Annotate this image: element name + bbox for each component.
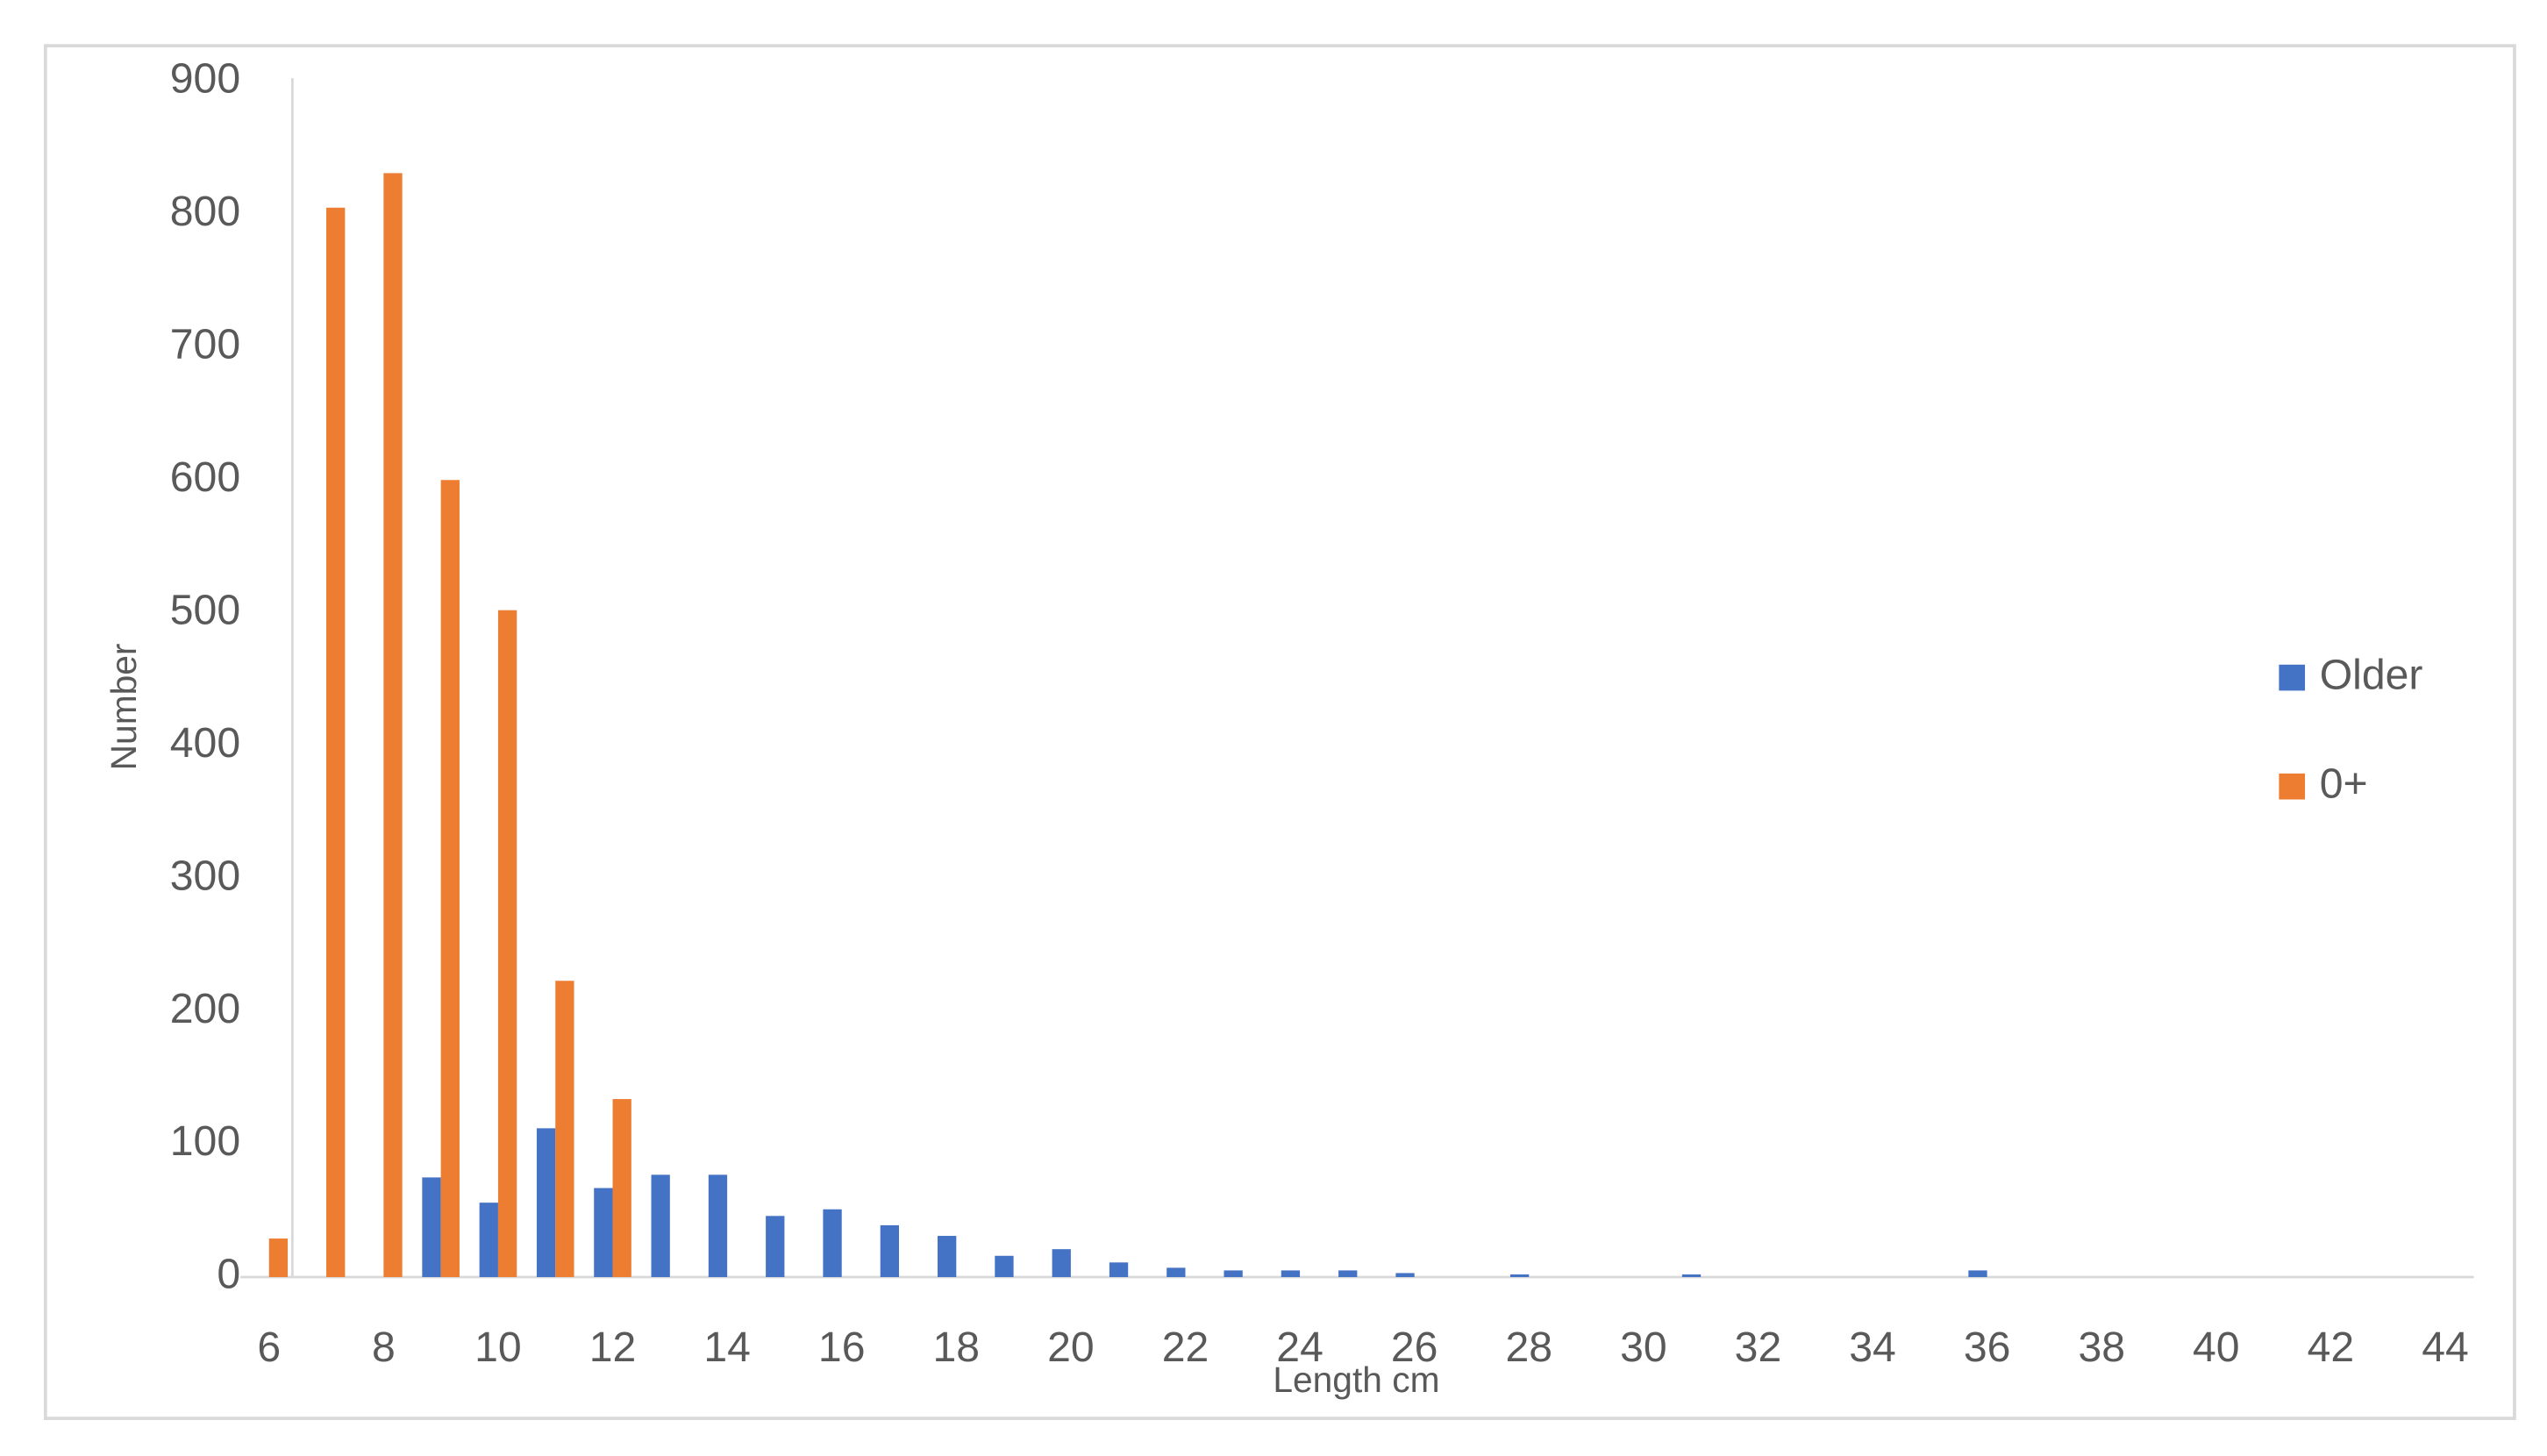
x-tick-label: 20	[1047, 1324, 1095, 1371]
bar	[497, 610, 517, 1277]
y-tick-label: 800	[170, 188, 240, 235]
bar	[651, 1174, 670, 1277]
y-tick-label: 900	[170, 55, 240, 103]
x-tick-label: 16	[818, 1324, 866, 1371]
bar	[555, 981, 574, 1277]
x-tick-label: 34	[1849, 1324, 1896, 1371]
y-tick-label: 0	[217, 1251, 240, 1298]
x-tick-label: 6	[257, 1324, 281, 1371]
legend-label: Older	[2320, 651, 2423, 698]
legend-label: 0+	[2320, 760, 2368, 807]
bar	[479, 1203, 498, 1277]
x-tick-label: 44	[2422, 1324, 2469, 1371]
bar	[1681, 1274, 1702, 1277]
y-tick-label: 200	[170, 985, 240, 1032]
bar	[536, 1128, 556, 1277]
chart-border	[44, 44, 2516, 1420]
bar	[422, 1177, 441, 1277]
bar	[1395, 1273, 1415, 1277]
bar	[383, 173, 403, 1277]
bar	[594, 1188, 613, 1277]
x-tick-label: 18	[933, 1324, 981, 1371]
x-tick-label: 26	[1391, 1324, 1438, 1371]
y-tick-label: 100	[170, 1117, 240, 1165]
x-tick-label: 24	[1276, 1324, 1323, 1371]
bar	[938, 1236, 957, 1277]
x-tick-label: 40	[2193, 1324, 2240, 1371]
bar	[1968, 1270, 1987, 1277]
x-tick-label: 10	[474, 1324, 522, 1371]
bar	[1166, 1267, 1186, 1277]
y-tick-label: 400	[170, 719, 240, 767]
legend-swatch	[2279, 773, 2306, 800]
y-tick-label: 500	[170, 586, 240, 633]
x-tick-label: 8	[372, 1324, 396, 1371]
y-axis-title: Number	[103, 643, 144, 770]
bar	[612, 1099, 631, 1277]
bar	[1509, 1274, 1530, 1277]
y-tick-label: 600	[170, 453, 240, 501]
bar	[326, 207, 346, 1277]
x-tick-label: 38	[2078, 1324, 2125, 1371]
bar	[1281, 1270, 1301, 1277]
bar	[268, 1238, 289, 1277]
bar	[440, 480, 460, 1277]
bar	[823, 1209, 842, 1277]
x-tick-label: 22	[1162, 1324, 1209, 1371]
bar	[766, 1216, 785, 1277]
x-tick-label: 12	[589, 1324, 637, 1371]
x-tick-label: 30	[1620, 1324, 1667, 1371]
x-axis-title: Length cm	[1273, 1360, 1439, 1400]
bar	[1109, 1262, 1129, 1277]
bar	[995, 1255, 1014, 1277]
x-tick-label: 36	[1964, 1324, 2011, 1371]
y-tick-label: 700	[170, 321, 240, 368]
bar	[1338, 1270, 1358, 1277]
bar	[1224, 1270, 1243, 1277]
y-tick-label: 300	[170, 852, 240, 899]
legend-swatch	[2279, 664, 2306, 691]
x-tick-label: 14	[703, 1324, 751, 1371]
bar	[880, 1224, 900, 1277]
x-tick-label: 28	[1505, 1324, 1552, 1371]
x-tick-label: 32	[1735, 1324, 1782, 1371]
x-tick-label: 42	[2308, 1324, 2355, 1371]
bar	[708, 1174, 728, 1277]
bar	[1052, 1249, 1071, 1277]
